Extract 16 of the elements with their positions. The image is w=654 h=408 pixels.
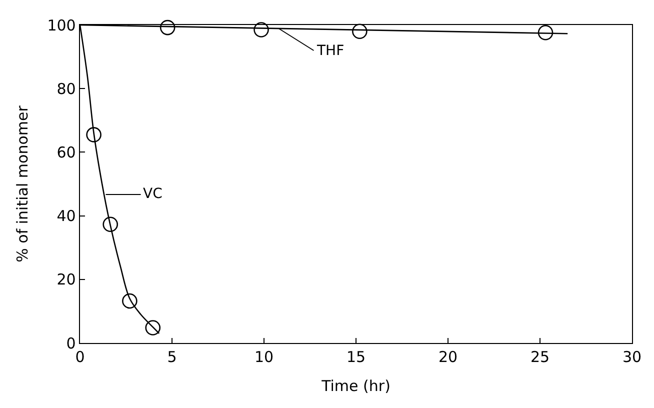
x-tick-label: 15 [346,348,366,366]
annotation: VC [143,186,163,202]
x-tick-label: 10 [254,348,274,366]
y-tick-label: 100 [47,16,76,34]
y-tick-label: 80 [56,80,76,98]
annotation: THF [316,43,344,59]
x-tick-label: 30 [622,348,642,366]
y-tick-label: 0 [66,334,76,352]
y-tick-label: 60 [56,143,76,162]
y-axis-title: % of initial monomer [13,104,32,262]
x-tick-label: 20 [438,348,458,366]
x-tick-label: 25 [530,348,550,366]
x-tick-label: 5 [167,348,177,366]
y-tick-label: 20 [56,270,76,289]
y-tick-label: 40 [56,207,76,226]
x-axis-title: Time (hr) [320,377,390,396]
